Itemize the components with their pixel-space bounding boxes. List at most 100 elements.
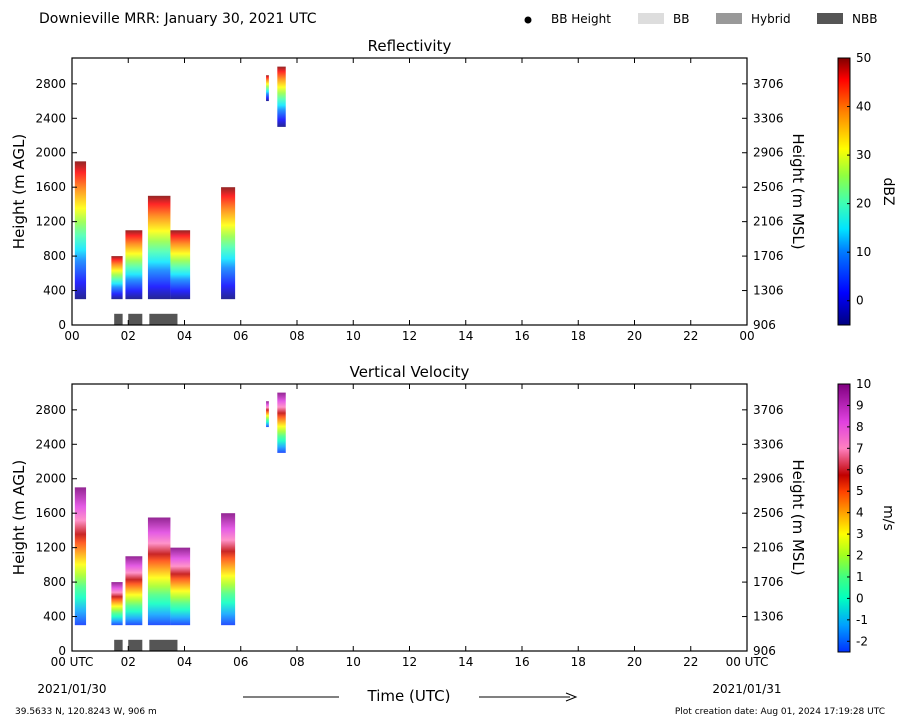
y2-tick-label: 906 xyxy=(753,318,776,332)
colorbar-tick-label: -2 xyxy=(856,634,868,648)
x-tick-label: 16 xyxy=(514,329,529,343)
colorbar-tick-label: 0 xyxy=(856,591,864,605)
y2-tick-label: 3306 xyxy=(753,437,784,451)
y2-tick-label: 2906 xyxy=(753,472,784,486)
y-tick-label: 800 xyxy=(43,249,66,263)
y-tick-label: 1600 xyxy=(35,180,66,194)
legend-swatch-nbb xyxy=(817,13,843,24)
creation-date-text: Plot creation date: Aug 01, 2024 17:19:2… xyxy=(675,707,885,717)
echo-column xyxy=(266,401,269,428)
echo-column xyxy=(277,392,286,453)
x-tick-label: 22 xyxy=(683,655,698,669)
y2-axis-label: Height (m MSL) xyxy=(789,459,807,575)
y-axis-label: Height (m AGL) xyxy=(10,134,28,249)
x-tick-label: 04 xyxy=(177,655,192,669)
legend-label: NBB xyxy=(852,12,877,26)
x-tick-label: 06 xyxy=(233,329,248,343)
colorbar xyxy=(837,383,851,653)
y2-tick-label: 3706 xyxy=(753,403,784,417)
time-arrow-head xyxy=(565,692,578,702)
y-tick-label: 2800 xyxy=(35,77,66,91)
x-tick-label: 16 xyxy=(514,655,529,669)
echo-column xyxy=(221,513,236,626)
echo-column xyxy=(74,161,87,300)
y2-tick-label: 906 xyxy=(753,644,776,658)
echo-column xyxy=(277,66,286,127)
x-tick-label: 14 xyxy=(458,655,473,669)
y-tick-label: 400 xyxy=(43,610,66,624)
legend-label: BB Height xyxy=(551,12,611,26)
nbb-marker xyxy=(114,639,123,651)
y-tick-label: 2800 xyxy=(35,403,66,417)
nbb-marker xyxy=(114,313,123,325)
colorbar-tick-label: 30 xyxy=(856,148,871,162)
echo-column xyxy=(266,75,269,102)
y2-tick-label: 2106 xyxy=(753,215,784,229)
legend-label: Hybrid xyxy=(751,12,791,26)
location-text: 39.5633 N, 120.8243 W, 906 m xyxy=(15,707,157,717)
y-tick-label: 2000 xyxy=(35,472,66,486)
nbb-marker xyxy=(149,639,178,651)
y2-tick-label: 2506 xyxy=(753,506,784,520)
x-tick-label: 08 xyxy=(289,655,304,669)
end-date-label: 2021/01/31 xyxy=(712,682,781,696)
echo-column xyxy=(170,547,191,626)
colorbar-tick-label: 1 xyxy=(856,570,864,584)
colorbar-tick-label: -1 xyxy=(856,613,868,627)
y2-tick-label: 3706 xyxy=(753,77,784,91)
nbb-marker xyxy=(128,313,143,325)
colorbar xyxy=(837,57,851,326)
panel-title: Reflectivity xyxy=(368,37,452,55)
y2-tick-label: 2106 xyxy=(753,541,784,555)
colorbar-tick-label: 9 xyxy=(856,398,864,412)
colorbar-tick-label: 0 xyxy=(856,294,864,308)
colorbar-tick-label: 6 xyxy=(856,463,864,477)
legend-bb-height-dot xyxy=(524,16,532,24)
colorbar-tick-label: 5 xyxy=(856,484,864,498)
y-tick-label: 800 xyxy=(43,575,66,589)
y2-tick-label: 1706 xyxy=(753,575,784,589)
colorbar-tick-label: 2 xyxy=(856,549,864,563)
legend-swatch-hybrid xyxy=(716,13,742,24)
colorbar-tick-label: 8 xyxy=(856,420,864,434)
x-tick-label: 12 xyxy=(402,329,417,343)
x-tick-label: 08 xyxy=(289,329,304,343)
echo-column xyxy=(221,187,236,300)
y2-axis-label: Height (m MSL) xyxy=(789,133,807,249)
y-tick-label: 1200 xyxy=(35,215,66,229)
echo-column xyxy=(147,195,171,300)
bright-band-legend: BB Height BB Hybrid NBB xyxy=(524,12,877,26)
colorbar-tick-label: 10 xyxy=(856,377,871,391)
legend-swatch-bb xyxy=(638,13,664,24)
y2-tick-label: 1306 xyxy=(753,610,784,624)
colorbar-label: dBZ xyxy=(880,177,896,205)
legend-label: BB xyxy=(673,12,689,26)
colorbar-tick-label: 40 xyxy=(856,100,871,114)
echo-column xyxy=(111,256,123,300)
y2-tick-label: 2506 xyxy=(753,180,784,194)
colorbar-tick-label: 7 xyxy=(856,441,864,455)
y2-tick-label: 2906 xyxy=(753,146,784,160)
y-tick-label: 1600 xyxy=(35,506,66,520)
x-tick-label: 22 xyxy=(683,329,698,343)
nbb-marker xyxy=(149,313,178,325)
echo-column xyxy=(111,582,123,626)
x-tick-label: 00 xyxy=(64,329,79,343)
x-tick-label: 02 xyxy=(121,655,136,669)
y-tick-label: 2400 xyxy=(35,111,66,125)
y-tick-label: 2400 xyxy=(35,437,66,451)
y2-tick-label: 3306 xyxy=(753,111,784,125)
x-tick-label: 02 xyxy=(121,329,136,343)
colorbar-tick-label: 20 xyxy=(856,197,871,211)
x-tick-label: 14 xyxy=(458,329,473,343)
x-tick-label: 00 xyxy=(739,329,754,343)
x-tick-label: 00 UTC xyxy=(51,655,94,669)
echo-column xyxy=(147,517,171,626)
x-tick-label: 20 xyxy=(627,329,642,343)
echo-column xyxy=(74,487,87,626)
colorbar-label: m/s xyxy=(880,505,896,531)
x-tick-label: 18 xyxy=(571,655,586,669)
nbb-marker xyxy=(128,639,143,651)
